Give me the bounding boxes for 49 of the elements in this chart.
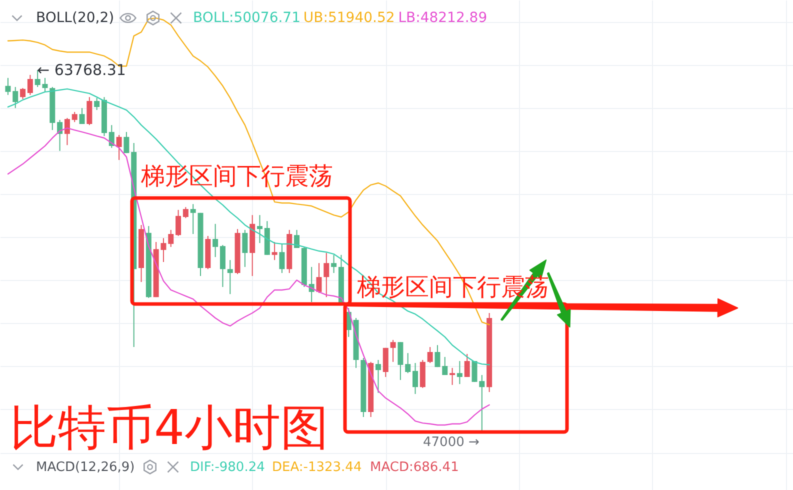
candlestick bbox=[212, 223, 218, 258]
candlestick bbox=[427, 346, 433, 364]
candlestick bbox=[72, 111, 78, 123]
text: DIF:-980.24 bbox=[190, 460, 265, 475]
text: UB:51940.52 bbox=[303, 10, 395, 26]
text: DEA:-1323.44 bbox=[272, 460, 362, 475]
candlestick bbox=[331, 254, 337, 274]
candlestick bbox=[94, 97, 100, 111]
candlestick bbox=[412, 362, 418, 394]
candlestick bbox=[279, 243, 285, 274]
candlestick bbox=[316, 262, 322, 294]
candlestick bbox=[450, 367, 456, 386]
candlestick bbox=[86, 96, 92, 126]
candlestick bbox=[57, 119, 63, 152]
candlestick bbox=[124, 131, 130, 154]
candlestick bbox=[176, 209, 182, 236]
candlestick bbox=[434, 344, 440, 368]
candlestick bbox=[390, 339, 396, 362]
text: LB:48212.89 bbox=[398, 10, 488, 26]
candlestick bbox=[442, 356, 448, 376]
candlestick bbox=[405, 352, 411, 374]
candlestick bbox=[272, 241, 278, 261]
candlestick bbox=[116, 134, 122, 160]
candlestick bbox=[20, 88, 26, 100]
candlestick bbox=[190, 204, 196, 235]
candlestick bbox=[168, 229, 174, 248]
candlestick bbox=[324, 252, 330, 298]
candlestick bbox=[398, 342, 404, 380]
candlestick bbox=[464, 353, 470, 378]
candlestick bbox=[12, 86, 18, 109]
annotation: ← 63768.31 bbox=[37, 61, 126, 79]
candlestick bbox=[5, 77, 11, 96]
candlestick bbox=[182, 206, 188, 219]
text: 比特币4小时图 bbox=[10, 400, 329, 456]
candlestick bbox=[242, 229, 248, 268]
candlestick bbox=[227, 260, 233, 295]
candlestick bbox=[27, 74, 33, 96]
candlestick bbox=[456, 360, 462, 385]
text: MACD(12,26,9) bbox=[36, 460, 135, 475]
candlestick bbox=[64, 117, 70, 146]
text: MACD:686.41 bbox=[370, 460, 459, 475]
text: BOLL:50076.71 bbox=[193, 10, 300, 26]
legend-title: BOLL(20,2) bbox=[36, 10, 114, 26]
candlestick bbox=[375, 359, 381, 394]
candlestick bbox=[256, 214, 262, 244]
candlestick bbox=[220, 244, 226, 288]
candlestick bbox=[108, 124, 114, 148]
text: 47000 → bbox=[423, 435, 480, 450]
candlestick bbox=[79, 108, 85, 124]
